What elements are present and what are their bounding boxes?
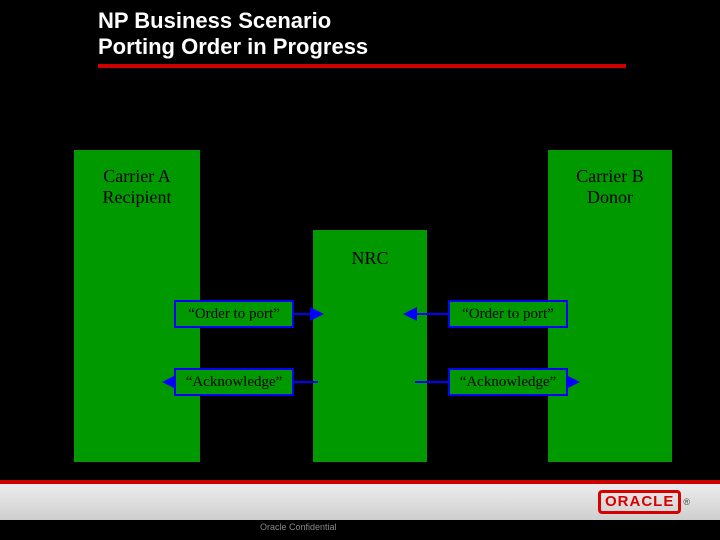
carrier-a-line1: Carrier A <box>103 166 170 187</box>
msg-ack-left: “Acknowledge” <box>174 368 294 396</box>
carrier-b-line2: Donor <box>587 187 633 208</box>
title-underline <box>98 64 626 68</box>
oracle-logo-reg: ® <box>683 497 690 507</box>
arrow-ack-right-line <box>415 381 448 383</box>
footer-confidential: Oracle Confidential <box>260 522 337 532</box>
oracle-logo-text: ORACLE <box>598 490 681 514</box>
msg-order-left-text: “Order to port” <box>188 306 280 323</box>
msg-ack-right-text: “Acknowledge” <box>460 374 557 391</box>
nrc-text: NRC <box>351 248 388 269</box>
oracle-logo: ORACLE ® <box>598 490 690 514</box>
label-carrier-b: Carrier B Donor <box>548 164 672 210</box>
slide: NP Business Scenario Porting Order in Pr… <box>0 0 720 540</box>
msg-ack-right: “Acknowledge” <box>448 368 568 396</box>
title-line-1: NP Business Scenario <box>98 8 368 34</box>
msg-ack-left-text: “Acknowledge” <box>186 374 283 391</box>
title-line-2: Porting Order in Progress <box>98 34 368 60</box>
arrow-order-right-head <box>403 307 417 321</box>
title-block: NP Business Scenario Porting Order in Pr… <box>98 8 368 60</box>
label-carrier-a: Carrier A Recipient <box>74 164 200 210</box>
arrow-ack-left-head <box>162 375 176 389</box>
carrier-b-line1: Carrier B <box>576 166 643 187</box>
msg-order-left: “Order to port” <box>174 300 294 328</box>
arrow-ack-right-head <box>566 375 580 389</box>
label-nrc: NRC <box>313 244 427 272</box>
carrier-a-line2: Recipient <box>103 187 172 208</box>
arrow-order-right-line <box>415 313 448 315</box>
arrow-ack-left-line <box>294 381 318 383</box>
msg-order-right: “Order to port” <box>448 300 568 328</box>
arrow-order-left-head <box>310 307 324 321</box>
msg-order-right-text: “Order to port” <box>462 306 554 323</box>
